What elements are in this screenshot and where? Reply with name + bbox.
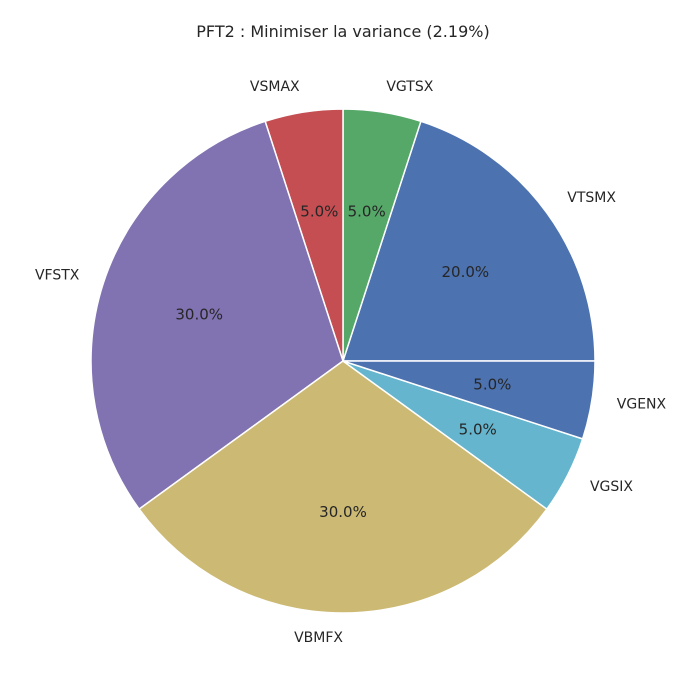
slice-percent-vgsix: 5.0%	[459, 421, 497, 439]
slice-label-vsmax: VSMAX	[250, 79, 300, 95]
slice-label-vgtsx: VGTSX	[386, 79, 433, 95]
slice-label-vgsix: VGSIX	[590, 479, 633, 495]
pie-slice-vgenx	[342, 360, 596, 440]
slice-percent-vsmax: 5.0%	[300, 203, 338, 221]
slice-percent-vbmfx: 30.0%	[319, 503, 367, 521]
chart-title: PFT2 : Minimiser la variance (2.19%)	[196, 22, 489, 41]
pie-labels: VTSMX 20.0% VGTSX 5.0% VSMAX 5.0% VFSTX 30.0% VB…	[35, 79, 667, 646]
slice-percent-vgtsx: 5.0%	[348, 203, 386, 221]
slice-percent-vtsmx: 20.0%	[441, 263, 489, 281]
slice-percent-vgenx: 5.0%	[473, 376, 511, 394]
slice-percent-vfstx: 30.0%	[175, 305, 223, 323]
pie-slices	[90, 108, 596, 614]
pie-slice-vbmfx	[138, 360, 548, 614]
slice-label-vtsmx: VTSMX	[567, 190, 616, 206]
pie-slice-vtsmx	[342, 120, 596, 362]
slice-label-vbmfx: VBMFX	[294, 630, 343, 646]
slice-label-vfstx: VFSTX	[35, 267, 80, 283]
slice-label-vgenx: VGENX	[617, 396, 667, 412]
pie-slice-vfstx	[90, 120, 344, 510]
